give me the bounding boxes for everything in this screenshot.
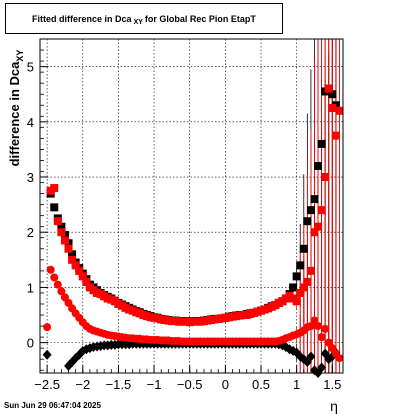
square-marker [53,217,62,226]
circle-marker [57,287,66,296]
circle-marker [321,324,330,333]
square-marker [310,195,319,204]
square-marker [331,131,340,140]
chart-title: Fitted difference in Dca XY for Global R… [6,4,282,33]
timestamp: Sun Jun 29 06:47:04 2025 [4,401,101,410]
square-marker [64,244,73,253]
x-tick-label: 0 [222,377,229,392]
x-tick-label: −2.5 [34,377,60,392]
circle-marker [43,323,52,332]
chart-title-main: Fitted difference in Dca [32,13,132,24]
square-marker [78,272,87,281]
square-marker [50,184,59,193]
y-tick-label: 4 [27,115,34,130]
circle-marker [50,273,59,282]
square-marker [57,222,66,231]
square-marker [314,222,323,231]
square-marker [57,228,66,237]
diamond-marker [42,349,52,360]
x-axis-label: η [330,398,338,414]
square-marker [82,277,91,286]
y-axis-label: difference in DcaXY [7,50,25,167]
square-marker [68,255,77,264]
square-marker [60,236,69,245]
square-marker [328,90,337,99]
square-marker [306,266,315,275]
chart-title-subscript: XY [133,19,143,26]
circle-marker [53,280,62,289]
square-marker [296,288,305,297]
square-marker [324,84,333,93]
square-marker [75,266,84,275]
y-tick-label: 3 [27,170,34,185]
y-tick-label: 2 [27,225,34,240]
x-tick-label: −1.5 [106,377,132,392]
plot-frame [39,38,344,374]
y-tick-label: 5 [27,60,34,75]
square-marker [314,161,323,170]
circle-marker [314,322,323,331]
x-tick-label: −1 [147,377,162,392]
square-marker [68,250,77,259]
axis-ticks [40,49,333,373]
x-tick-label: 0.5 [252,377,270,392]
square-marker [317,139,326,148]
x-tick-label: −2 [75,377,90,392]
x-tick-label: 1 [293,377,300,392]
square-marker [71,261,80,270]
chart-title-box: Fitted difference in Dca XY for Global R… [5,3,283,34]
axis-tick-labels: −2.5 −2 −1.5 −1 −0.5 0 0.5 1 1.5 0 1 2 3 4 5 [27,60,342,392]
square-marker [289,283,298,292]
square-marker [328,104,337,113]
y-axis-label-group: difference in DcaXY [7,50,25,167]
square-marker [303,277,312,286]
square-marker [317,206,326,215]
square-marker [335,106,344,115]
y-tick-label: 0 [27,336,34,351]
square-marker [321,173,330,182]
circle-marker [335,354,344,363]
square-marker [303,217,312,226]
x-tick-label: 1.5 [323,377,341,392]
circle-marker [317,333,326,342]
square-marker [292,297,301,306]
square-marker [306,206,315,215]
square-marker [299,244,308,253]
chart-title-suffix: for Global Rec Pion EtapT [144,13,256,24]
square-marker [299,283,308,292]
square-marker [50,203,59,212]
data-points [42,84,344,378]
square-marker [296,261,305,270]
square-marker [292,272,301,281]
square-marker [310,228,319,237]
diamond-marker [306,351,316,362]
x-tick-label: −0.5 [177,377,203,392]
circle-marker [46,265,55,274]
diamond-marker [317,362,327,373]
y-tick-label: 1 [27,280,34,295]
